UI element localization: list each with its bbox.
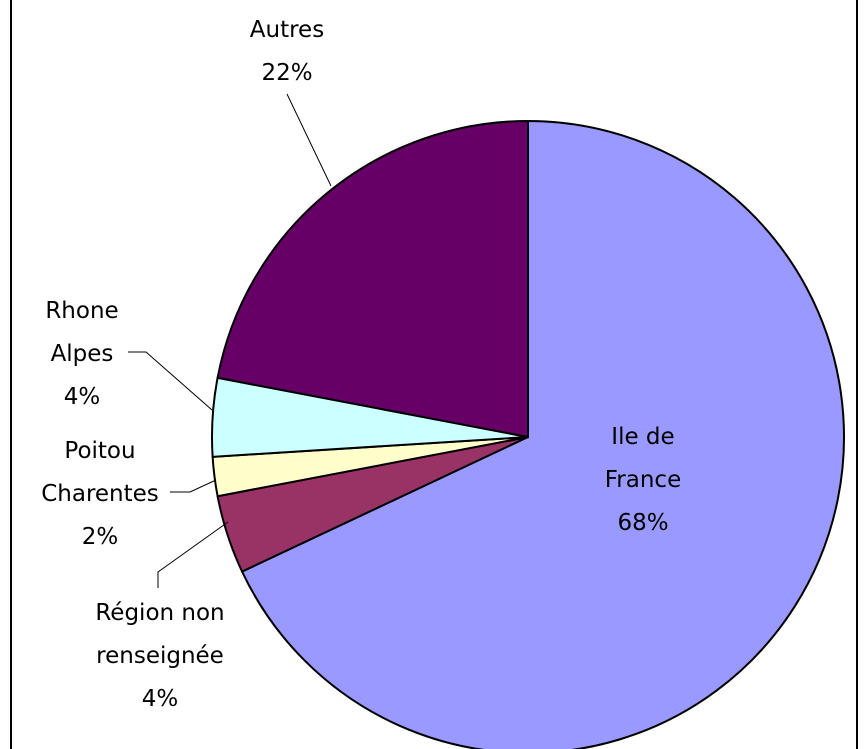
category-label: Autres: [249, 17, 325, 43]
pie-slice: [240, 119, 845, 749]
slice-label: Ile de France 68%: [583, 416, 703, 545]
value-label: 2%: [81, 524, 119, 550]
value-label: 22%: [261, 60, 313, 86]
category-label: Région non renseignée: [95, 600, 225, 669]
category-label: Poitou Charentes: [41, 438, 159, 507]
slice-label: Autres 22%: [212, 9, 362, 95]
leader-line: [170, 479, 217, 493]
value-label: 68%: [617, 510, 669, 536]
frame: [10, 0, 858, 749]
leader-line: [286, 93, 332, 187]
leader-line: [157, 521, 229, 588]
slice-label: Poitou Charentes 2%: [30, 430, 170, 559]
category-label: Rhone Alpes: [45, 298, 119, 367]
pie-slice: [216, 119, 529, 439]
leader-line: [128, 351, 213, 411]
slice-label: Rhone Alpes 4%: [37, 290, 127, 419]
slice-label: Région non renseignée 4%: [70, 592, 250, 721]
value-label: 4%: [63, 384, 101, 410]
slices: [211, 119, 845, 749]
value-label: 4%: [141, 686, 179, 712]
category-label: Ile de France: [604, 424, 682, 493]
